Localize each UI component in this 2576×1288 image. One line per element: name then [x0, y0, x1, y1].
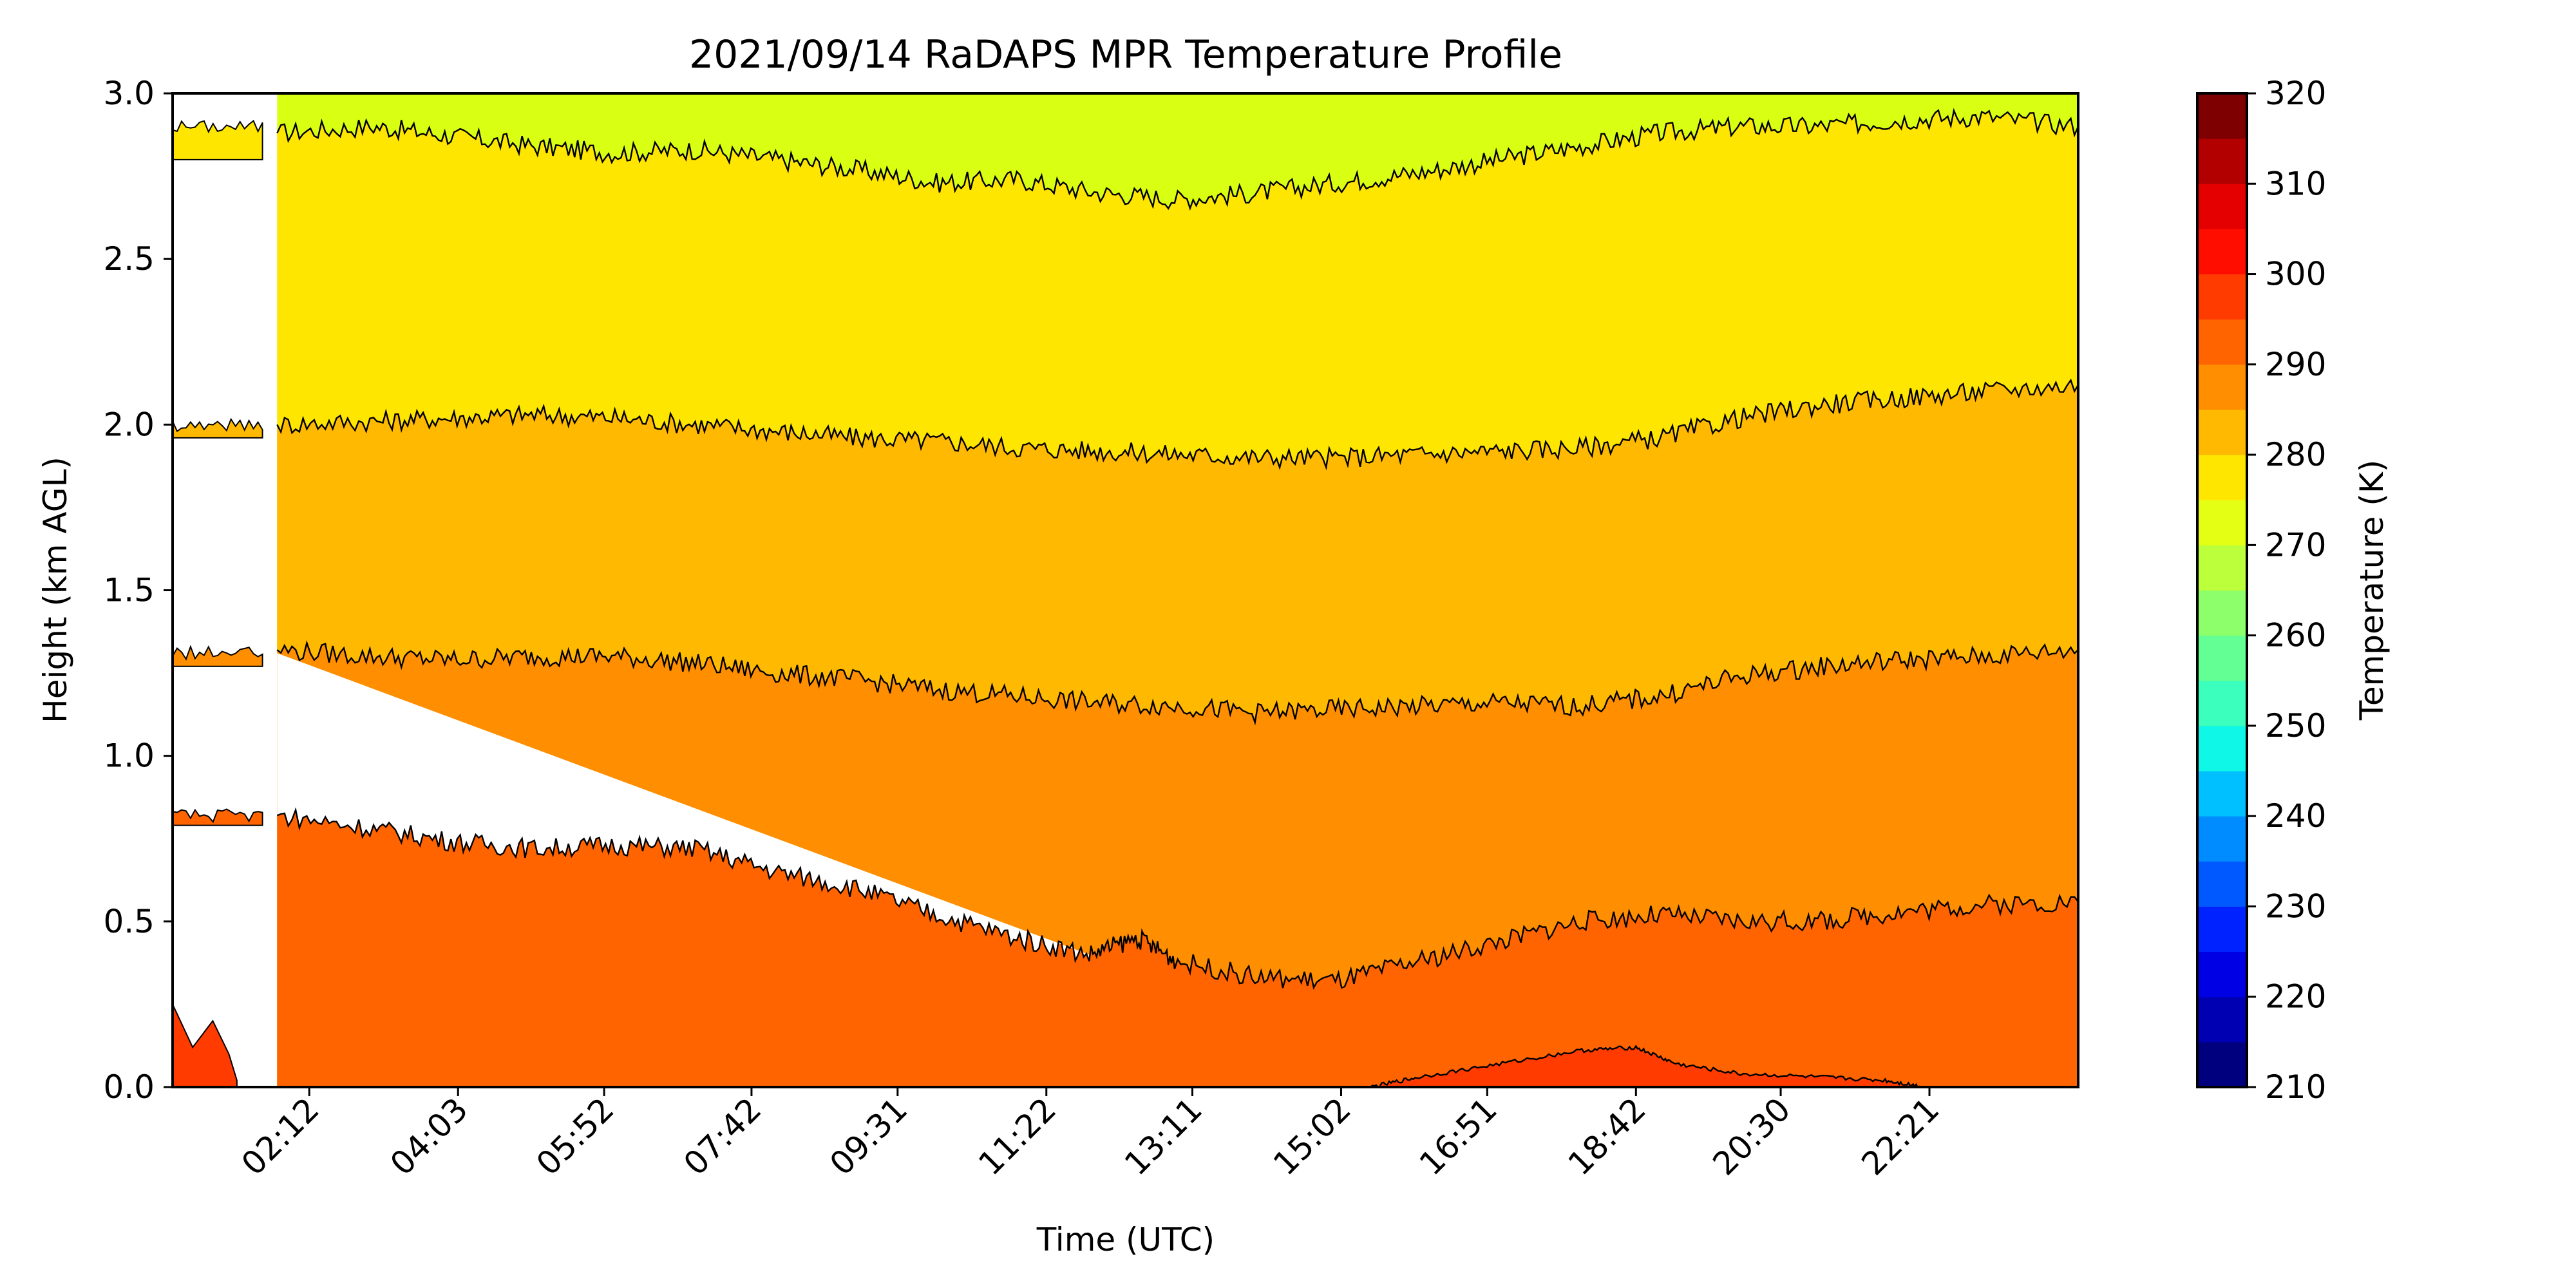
fragment-0 — [173, 120, 263, 160]
colorbar-segment — [2197, 725, 2247, 772]
colorbar-ticks: 210 220 230 240 250 260 270 280 290 300 310 320 — [2247, 75, 2326, 1106]
colorbar-tick-label: 270 — [2265, 526, 2326, 564]
x-tick-label: 18:42 — [1561, 1090, 1653, 1182]
colorbar-segment — [2197, 996, 2247, 1043]
colorbar-segment — [2197, 1041, 2247, 1088]
x-tick-label: 07:42 — [677, 1090, 769, 1182]
colorbar-segment — [2197, 138, 2247, 184]
missing-data-wedge — [277, 653, 1090, 961]
x-tick-label: 13:11 — [1117, 1090, 1209, 1182]
colorbar-segment — [2197, 229, 2247, 275]
x-tick-label: 04:03 — [383, 1090, 475, 1182]
y-axis: 0.0 0.5 1.0 1.5 2.0 2.5 3.0 — [103, 75, 173, 1106]
colorbar-label: Temperature (K) — [2353, 460, 2391, 721]
colorbar-segment — [2197, 409, 2247, 455]
colorbar-tick-label: 240 — [2265, 797, 2326, 835]
colorbar-segment — [2197, 635, 2247, 681]
y-tick-label: 1.0 — [103, 737, 155, 775]
plot-area — [173, 93, 2078, 1087]
colorbar-segment — [2197, 906, 2247, 952]
left-data-fragments — [173, 120, 263, 1087]
y-tick-label: 3.0 — [103, 75, 155, 112]
x-tick-label: 05:52 — [529, 1090, 621, 1182]
contour-295K — [276, 807, 2078, 990]
colorbar-segment — [2197, 771, 2247, 817]
colorbar-segment — [2197, 364, 2247, 410]
colorbar-segment — [2197, 951, 2247, 998]
fragment-2 — [173, 645, 263, 667]
colorbar-tick-label: 310 — [2265, 165, 2326, 202]
colorbar-tick-label: 210 — [2265, 1068, 2326, 1106]
y-axis-label: Height (km AGL) — [37, 457, 74, 723]
colorbar-tick-label: 260 — [2265, 617, 2326, 654]
colorbar-segment — [2197, 455, 2247, 500]
colorbar-segment — [2197, 319, 2247, 365]
contour-290K — [276, 640, 2078, 726]
fragment-surface — [173, 1003, 238, 1087]
y-tick-label: 0.0 — [103, 1068, 155, 1106]
temperature-bands — [277, 93, 2078, 1087]
colorbar-tick-label: 220 — [2265, 978, 2326, 1016]
colorbar-segment — [2197, 184, 2247, 229]
colorbar-tick-label: 290 — [2265, 346, 2326, 383]
colorbar-frame — [2196, 92, 2248, 1088]
colorbar-tick-label: 230 — [2265, 887, 2326, 925]
colorbar-segments — [2197, 93, 2247, 1088]
colorbar-tick-label: 280 — [2265, 436, 2326, 473]
colorbar-segment — [2197, 274, 2247, 320]
x-tick-label: 02:12 — [234, 1090, 327, 1182]
x-tick-label: 22:21 — [1855, 1090, 1947, 1182]
colorbar-tick-label: 300 — [2265, 256, 2326, 293]
y-tick-label: 2.0 — [103, 406, 155, 443]
x-axis-label: Time (UTC) — [1036, 1221, 1215, 1258]
contour-280K — [276, 108, 2078, 211]
colorbar-segment — [2197, 680, 2247, 726]
x-tick-label: 15:02 — [1266, 1090, 1358, 1182]
isotherm-contours — [276, 108, 2078, 1087]
y-tick-label: 2.5 — [103, 240, 155, 278]
colorbar-segment — [2197, 861, 2247, 907]
x-tick-label: 16:51 — [1412, 1090, 1504, 1182]
colorbar-segment — [2197, 545, 2247, 591]
band-295-300 — [277, 810, 2078, 1087]
chart-title: 2021/09/14 RaDAPS MPR Temperature Profil… — [689, 32, 1562, 77]
colorbar-tick-label: 320 — [2265, 75, 2326, 112]
band-300-305 — [1370, 1046, 1926, 1087]
colorbar-tick-label: 250 — [2265, 707, 2326, 744]
y-tick-label: 0.5 — [103, 903, 155, 940]
colorbar-segment — [2197, 93, 2247, 139]
fragment-1 — [173, 417, 263, 439]
contour-300K — [1370, 1045, 1926, 1087]
colorbar-segment — [2197, 590, 2247, 636]
contour-285K — [276, 378, 2078, 471]
y-tick-label: 1.5 — [103, 572, 155, 609]
fragment-3 — [173, 808, 263, 826]
x-tick-label: 20:30 — [1706, 1090, 1798, 1182]
colorbar: 210 220 230 240 250 260 270 280 290 300 310 320 Tem… — [2196, 75, 2391, 1106]
colorbar-segment — [2197, 816, 2247, 862]
x-axis: 02:12 04:03 05:52 07:42 09:31 11:22 13:11 15:02… — [234, 1087, 1947, 1182]
x-tick-label: 11:22 — [971, 1090, 1063, 1182]
colorbar-segment — [2197, 500, 2247, 545]
x-tick-label: 09:31 — [822, 1090, 914, 1182]
